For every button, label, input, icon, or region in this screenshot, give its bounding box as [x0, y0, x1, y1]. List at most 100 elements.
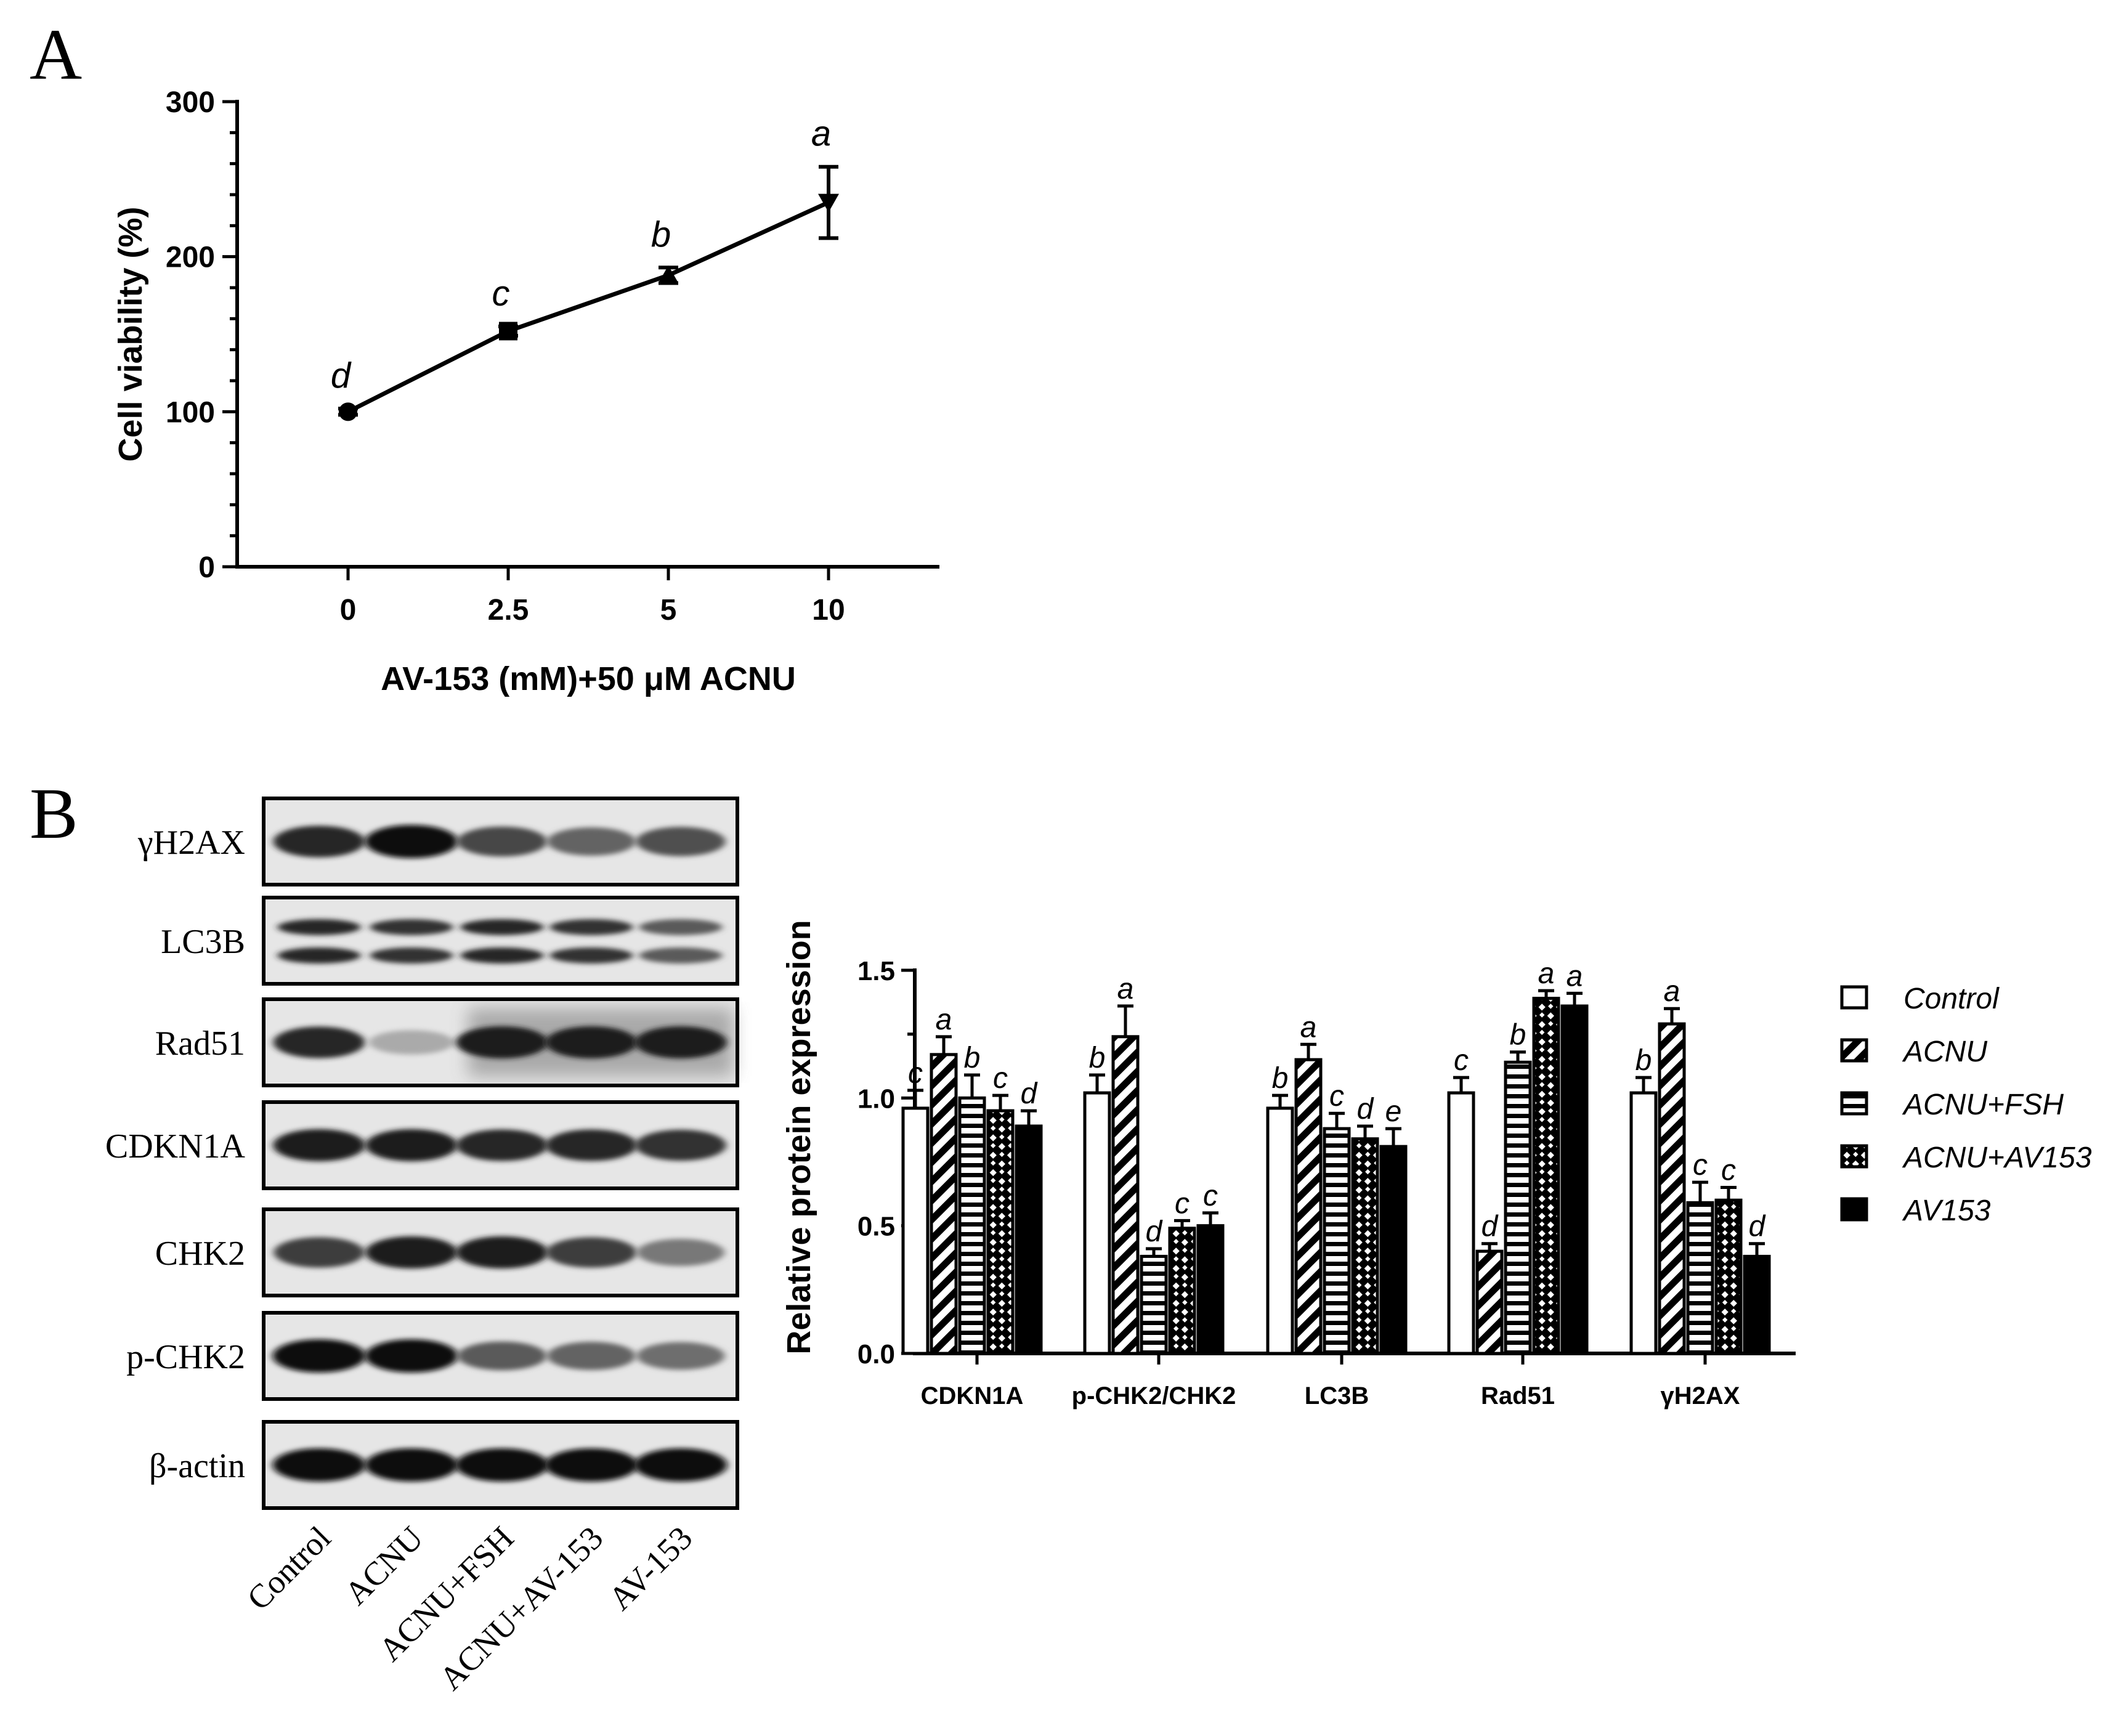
- blot-band: [272, 1339, 366, 1373]
- blot-band: [639, 919, 723, 935]
- viability-line-chart: 0 100 200 300 0 2.5 5 10 Cell viability (%) AV-15…: [112, 86, 939, 697]
- significance-letter: d: [1357, 1093, 1374, 1126]
- bar: [986, 1109, 1015, 1355]
- x-tick-label: p-CHK2/CHK2: [1072, 1382, 1236, 1409]
- legend-swatch: [1840, 1144, 1868, 1169]
- y-tick-label: 1.5: [857, 956, 895, 986]
- significance-letter: b: [1089, 1042, 1106, 1074]
- significance-letter: c: [1329, 1080, 1344, 1113]
- blot-strip: [262, 797, 739, 886]
- x-tick-label: 10: [812, 594, 845, 627]
- bar: [1447, 1091, 1475, 1355]
- blot-band: [456, 1129, 548, 1161]
- significance-letter: c: [1721, 1154, 1736, 1186]
- y-tick-label: 0: [198, 551, 215, 584]
- legend-label: ACNU: [1902, 1036, 1987, 1068]
- bar: [1532, 997, 1560, 1355]
- y-tick-label: 0.0: [857, 1339, 895, 1369]
- significance-letter: b: [1272, 1062, 1289, 1095]
- blot-band: [368, 1030, 455, 1055]
- blot-band: [634, 1026, 727, 1059]
- blot-band: [457, 1341, 547, 1371]
- blot-band: [456, 826, 548, 857]
- blot-band: [456, 1236, 548, 1269]
- legend-swatch: [1840, 1091, 1868, 1116]
- x-tick-label: 2.5: [488, 594, 529, 627]
- bar: [958, 1096, 986, 1355]
- blot-frame: [262, 1207, 739, 1297]
- significance-letter: d: [331, 355, 352, 395]
- bar: [1714, 1198, 1743, 1355]
- blot-band: [549, 947, 633, 963]
- y-axis-label: Cell viability (%): [112, 206, 149, 461]
- blot-band: [545, 1026, 638, 1059]
- blot-band: [365, 1129, 458, 1162]
- y-tick-label: 200: [166, 241, 215, 274]
- bar: [1379, 1145, 1408, 1355]
- blot-band: [636, 827, 726, 856]
- x-tick-label: 5: [660, 594, 677, 627]
- blot-band: [545, 1129, 638, 1161]
- bar: [1560, 1004, 1589, 1355]
- significance-letter: d: [1146, 1215, 1163, 1248]
- x-axis-label: AV-153 (mM)+50 μM ACNU: [381, 660, 796, 697]
- significance-letter: c: [1175, 1187, 1190, 1220]
- blot-band: [547, 827, 636, 856]
- bar: [1323, 1127, 1351, 1355]
- bar: [1743, 1254, 1771, 1355]
- significance-letter: c: [1203, 1180, 1218, 1212]
- western-blot-panel: γH2AX LC3B Rad51 CDKN1A CHK2 p-CHK2 β-actin Con…: [105, 797, 739, 1697]
- significance-letter: d: [1749, 1211, 1766, 1243]
- blot-band: [547, 1342, 636, 1370]
- significance-letter: a: [936, 1004, 952, 1036]
- x-tick-label: CDKN1A: [921, 1382, 1024, 1409]
- blot-band: [635, 1129, 726, 1161]
- legend-label: AV153: [1902, 1195, 1991, 1227]
- blot-band: [273, 1026, 365, 1058]
- blot-band: [273, 825, 365, 858]
- panel-label-a: A: [30, 14, 82, 95]
- bar: [1111, 1035, 1140, 1355]
- data-point: [339, 402, 357, 421]
- bar: [1196, 1224, 1225, 1355]
- significance-letter: a: [1664, 975, 1680, 1008]
- bar: [1504, 1060, 1532, 1355]
- significance-letter: a: [1538, 957, 1555, 990]
- data-point: [499, 322, 517, 341]
- blot-band: [370, 919, 453, 935]
- bar: [930, 1053, 958, 1355]
- data-point: [659, 265, 678, 283]
- blot-band: [460, 919, 544, 935]
- bar: [1351, 1137, 1379, 1355]
- y-tick-label: 0.5: [857, 1212, 895, 1242]
- data-point: [818, 193, 839, 213]
- blot-lane-label: Control: [240, 1519, 338, 1617]
- blot-band: [272, 1448, 366, 1482]
- significance-letter: d: [1021, 1077, 1038, 1110]
- bar: [1475, 1249, 1504, 1355]
- bar: [1266, 1106, 1294, 1355]
- blot-frame: [262, 997, 739, 1087]
- significance-letter: b: [1636, 1044, 1652, 1077]
- blot-strip: [262, 1311, 739, 1401]
- blot-strip: [262, 1207, 739, 1297]
- blot-band: [370, 947, 453, 963]
- blot-strip: [262, 896, 739, 986]
- blot-band: [365, 825, 458, 858]
- significance-letter: b: [1510, 1019, 1526, 1052]
- significance-letter: e: [1385, 1095, 1402, 1128]
- blot-band: [365, 1339, 458, 1373]
- blot-background: [264, 898, 737, 984]
- blot-protein-label: γH2AX: [137, 824, 245, 862]
- significance-letter: a: [1300, 1011, 1317, 1044]
- bar: [1015, 1124, 1043, 1355]
- blot-band: [365, 1448, 458, 1482]
- significance-letter: a: [1117, 973, 1134, 1005]
- blot-band: [456, 1026, 548, 1059]
- blot-strip: [262, 1100, 739, 1190]
- blot-band: [636, 1342, 725, 1370]
- bar: [1083, 1091, 1111, 1355]
- blot-frame: [262, 896, 739, 986]
- blot-protein-label: β-actin: [149, 1447, 245, 1485]
- x-tick-label: Rad51: [1481, 1382, 1555, 1409]
